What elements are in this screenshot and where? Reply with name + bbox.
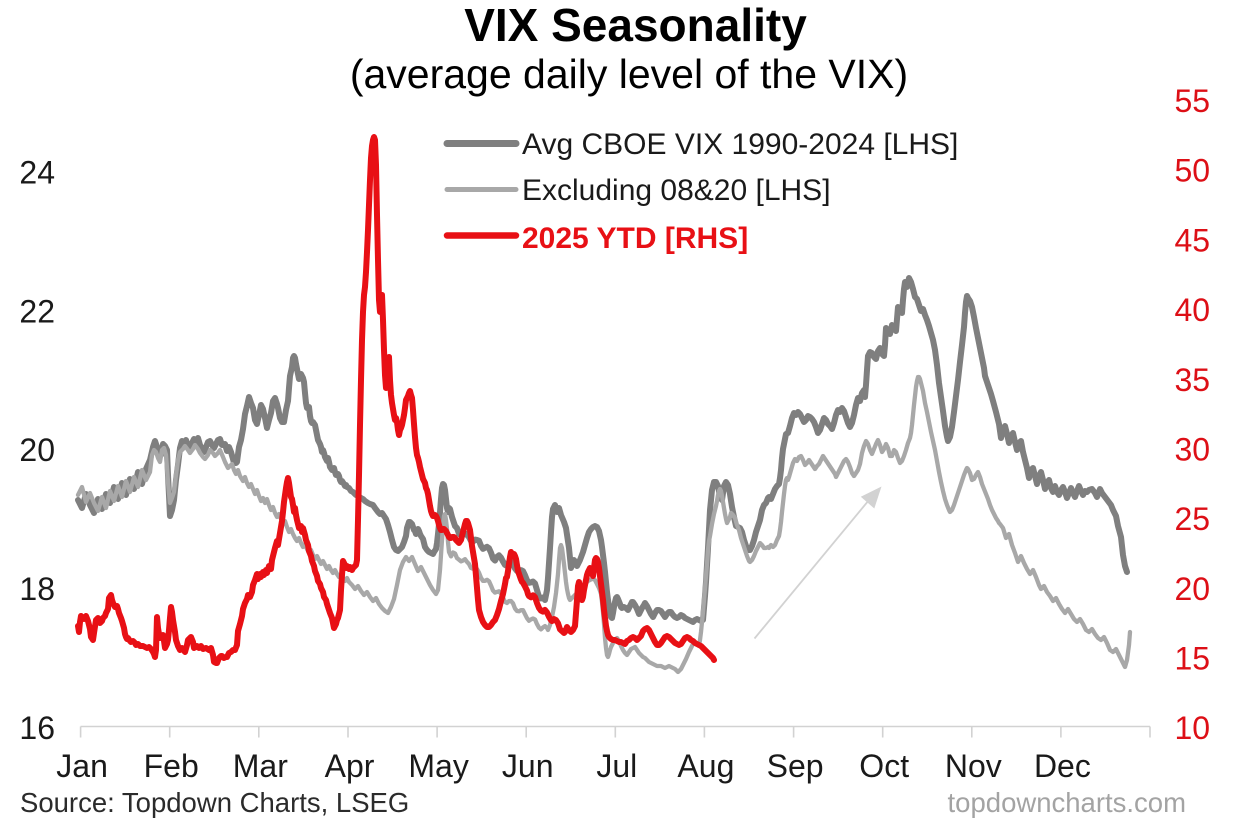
svg-text:Feb: Feb <box>144 748 199 784</box>
svg-text:Jun: Jun <box>502 748 554 784</box>
svg-text:Mar: Mar <box>233 748 288 784</box>
svg-text:Excluding 08&20 [LHS]: Excluding 08&20 [LHS] <box>522 174 831 207</box>
svg-text:(average daily level of the VI: (average daily level of the VIX) <box>350 51 908 97</box>
svg-text:20: 20 <box>1175 571 1211 607</box>
svg-text:50: 50 <box>1175 153 1211 189</box>
svg-text:VIX Seasonality: VIX Seasonality <box>464 0 807 51</box>
svg-text:24: 24 <box>19 154 55 190</box>
svg-text:25: 25 <box>1175 501 1211 537</box>
svg-text:Sep: Sep <box>767 748 824 784</box>
svg-text:22: 22 <box>19 293 55 329</box>
svg-text:10: 10 <box>1175 710 1211 746</box>
svg-text:18: 18 <box>19 571 55 607</box>
svg-text:55: 55 <box>1175 83 1211 119</box>
svg-text:16: 16 <box>19 710 55 746</box>
svg-text:30: 30 <box>1175 431 1211 467</box>
svg-text:Avg CBOE VIX 1990-2024 [LHS]: Avg CBOE VIX 1990-2024 [LHS] <box>522 128 958 161</box>
svg-text:Aug: Aug <box>677 748 734 784</box>
svg-text:15: 15 <box>1175 640 1211 676</box>
svg-text:Apr: Apr <box>325 748 375 784</box>
svg-text:2025 YTD [RHS]: 2025 YTD [RHS] <box>522 222 748 255</box>
svg-text:Nov: Nov <box>945 748 1002 784</box>
svg-text:Jul: Jul <box>596 748 637 784</box>
svg-text:topdowncharts.com: topdowncharts.com <box>948 787 1186 818</box>
svg-text:Jan: Jan <box>56 748 108 784</box>
svg-text:Oct: Oct <box>859 748 909 784</box>
svg-text:Source: Topdown Charts, LSEG: Source: Topdown Charts, LSEG <box>20 787 409 818</box>
svg-text:May: May <box>408 748 468 784</box>
svg-text:40: 40 <box>1175 292 1211 328</box>
svg-text:20: 20 <box>19 432 55 468</box>
svg-text:Dec: Dec <box>1034 748 1091 784</box>
svg-text:45: 45 <box>1175 222 1211 258</box>
svg-text:35: 35 <box>1175 362 1211 398</box>
